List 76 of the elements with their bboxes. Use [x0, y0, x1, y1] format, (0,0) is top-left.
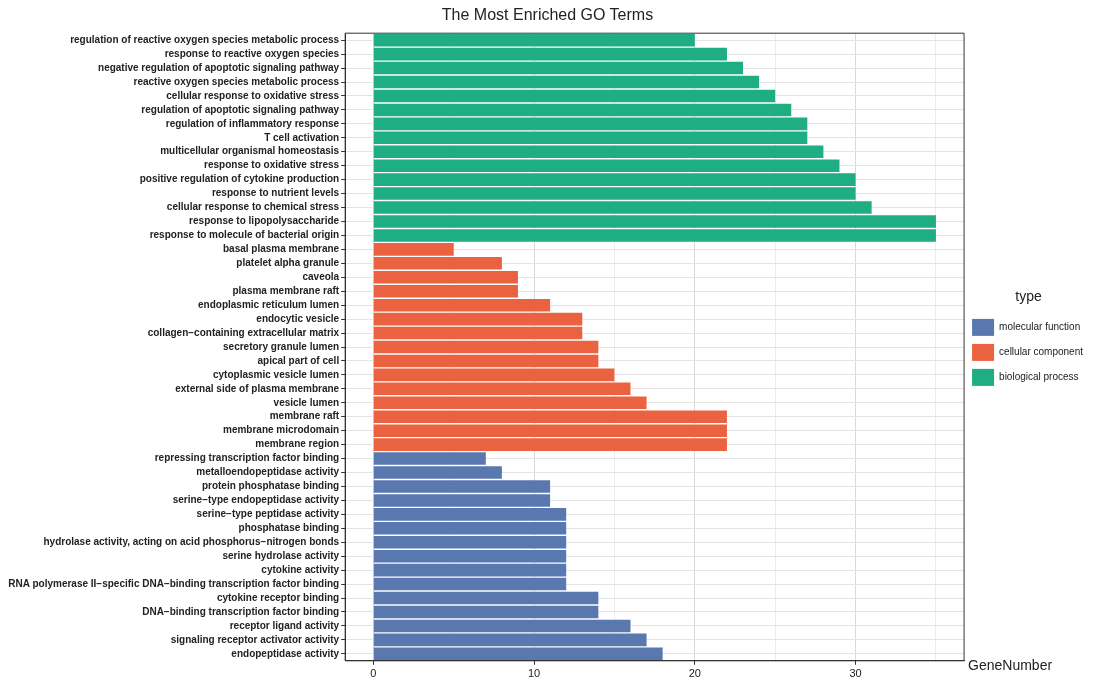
y-tick-label: regulation of reactive oxygen species metabolic process — [70, 33, 340, 45]
y-tick-label: plasma membrane raft — [232, 284, 340, 296]
x-tick-label: 0 — [370, 667, 377, 680]
y-tick-label: cytokine activity — [261, 563, 340, 575]
y-tick-label: regulation of apoptotic signaling pathway — [141, 103, 340, 115]
y-tick-label: response to molecule of bacterial origin — [149, 229, 340, 241]
y-tick-label: response to oxidative stress — [204, 159, 340, 171]
y-tick-label: repressing transcription factor binding — [154, 452, 340, 464]
bar — [373, 298, 551, 312]
x-axis-title: GeneNumber — [968, 656, 1053, 673]
bar — [373, 605, 599, 619]
x-tick-label: 30 — [849, 667, 862, 680]
bar — [373, 354, 599, 368]
bar — [373, 33, 695, 47]
y-tick-label: platelet alpha granule — [236, 257, 340, 269]
y-tick-label: serine−type peptidase activity — [196, 508, 340, 520]
bar — [373, 577, 567, 591]
bar — [373, 47, 727, 61]
y-tick-label: endopeptidase activity — [231, 647, 340, 659]
bar — [373, 591, 599, 605]
y-tick-label: external side of plasma membrane — [175, 382, 340, 394]
y-tick-label: endoplasmic reticulum lumen — [198, 298, 340, 310]
y-tick-label: DNA−binding transcription factor binding — [142, 605, 340, 617]
y-tick-label: metalloendopeptidase activity — [196, 466, 340, 478]
y-tick-label: signaling receptor activator activity — [170, 633, 340, 645]
y-tick-label: protein phosphatase binding — [201, 480, 340, 492]
chart-title: The Most Enriched GO Terms — [441, 6, 654, 24]
bar — [373, 75, 760, 89]
bar — [373, 647, 663, 661]
y-tick-label: apical part of cell — [257, 354, 340, 366]
bar — [373, 61, 744, 75]
y-tick-label: phosphatase binding — [238, 522, 340, 534]
y-tick-label: multicellular organismal homeostasis — [160, 145, 340, 157]
legend-label: molecular function — [999, 321, 1081, 333]
y-tick-label: membrane microdomain — [223, 424, 340, 436]
y-tick-label: collagen−containing extracellular matrix — [147, 326, 340, 338]
bar — [373, 103, 792, 117]
y-tick-label: cellular response to oxidative stress — [166, 89, 340, 101]
x-tick-label: 10 — [527, 667, 541, 680]
bar — [373, 563, 567, 577]
bar — [373, 312, 583, 326]
y-tick-label: response to nutrient levels — [211, 187, 340, 199]
y-tick-label: cytoplasmic vesicle lumen — [212, 368, 340, 380]
y-tick-label: basal plasma membrane — [222, 243, 340, 255]
bar — [373, 619, 631, 633]
y-tick-label: RNA polymerase II−specific DNA−binding transcription factor binding — [8, 577, 340, 589]
bar — [373, 382, 631, 396]
y-tick-label: regulation of inflammatory response — [165, 117, 340, 129]
legend-label: cellular component — [999, 346, 1084, 358]
y-tick-label: endocytic vesicle — [256, 312, 340, 324]
y-tick-label: T cell activation — [264, 131, 340, 143]
bar — [373, 340, 599, 354]
y-tick-label: secretory granule lumen — [223, 340, 340, 352]
y-tick-label: positive regulation of cytokine production — [139, 173, 340, 185]
y-tick-label: vesicle lumen — [273, 396, 340, 408]
legend-title: type — [1015, 287, 1042, 304]
bar — [373, 326, 583, 340]
y-tick-label: membrane raft — [269, 410, 340, 422]
bar — [373, 117, 808, 131]
bar — [373, 633, 647, 647]
bar — [373, 89, 776, 103]
y-tick-label: serine hydrolase activity — [222, 549, 340, 561]
y-tick-label: caveola — [302, 271, 340, 283]
y-tick-label: membrane region — [255, 438, 340, 450]
y-tick-label: cytokine receptor binding — [216, 591, 340, 603]
x-tick-label: 20 — [688, 667, 701, 680]
y-tick-label: reactive oxygen species metabolic process — [133, 75, 340, 87]
bar — [373, 368, 615, 382]
y-tick-label: negative regulation of apoptotic signaling pathway — [98, 61, 340, 73]
y-tick-label: serine−type endopeptidase activity — [172, 494, 340, 506]
y-tick-label: receptor ligand activity — [229, 619, 340, 631]
y-tick-label: response to lipopolysaccharide — [189, 215, 340, 227]
legend-label: biological process — [999, 371, 1079, 383]
y-tick-label: hydrolase activity, acting on acid phosphorus−nitrogen bonds — [43, 536, 340, 547]
y-tick-label: response to reactive oxygen species — [164, 47, 340, 59]
y-tick-label: cellular response to chemical stress — [166, 201, 340, 213]
